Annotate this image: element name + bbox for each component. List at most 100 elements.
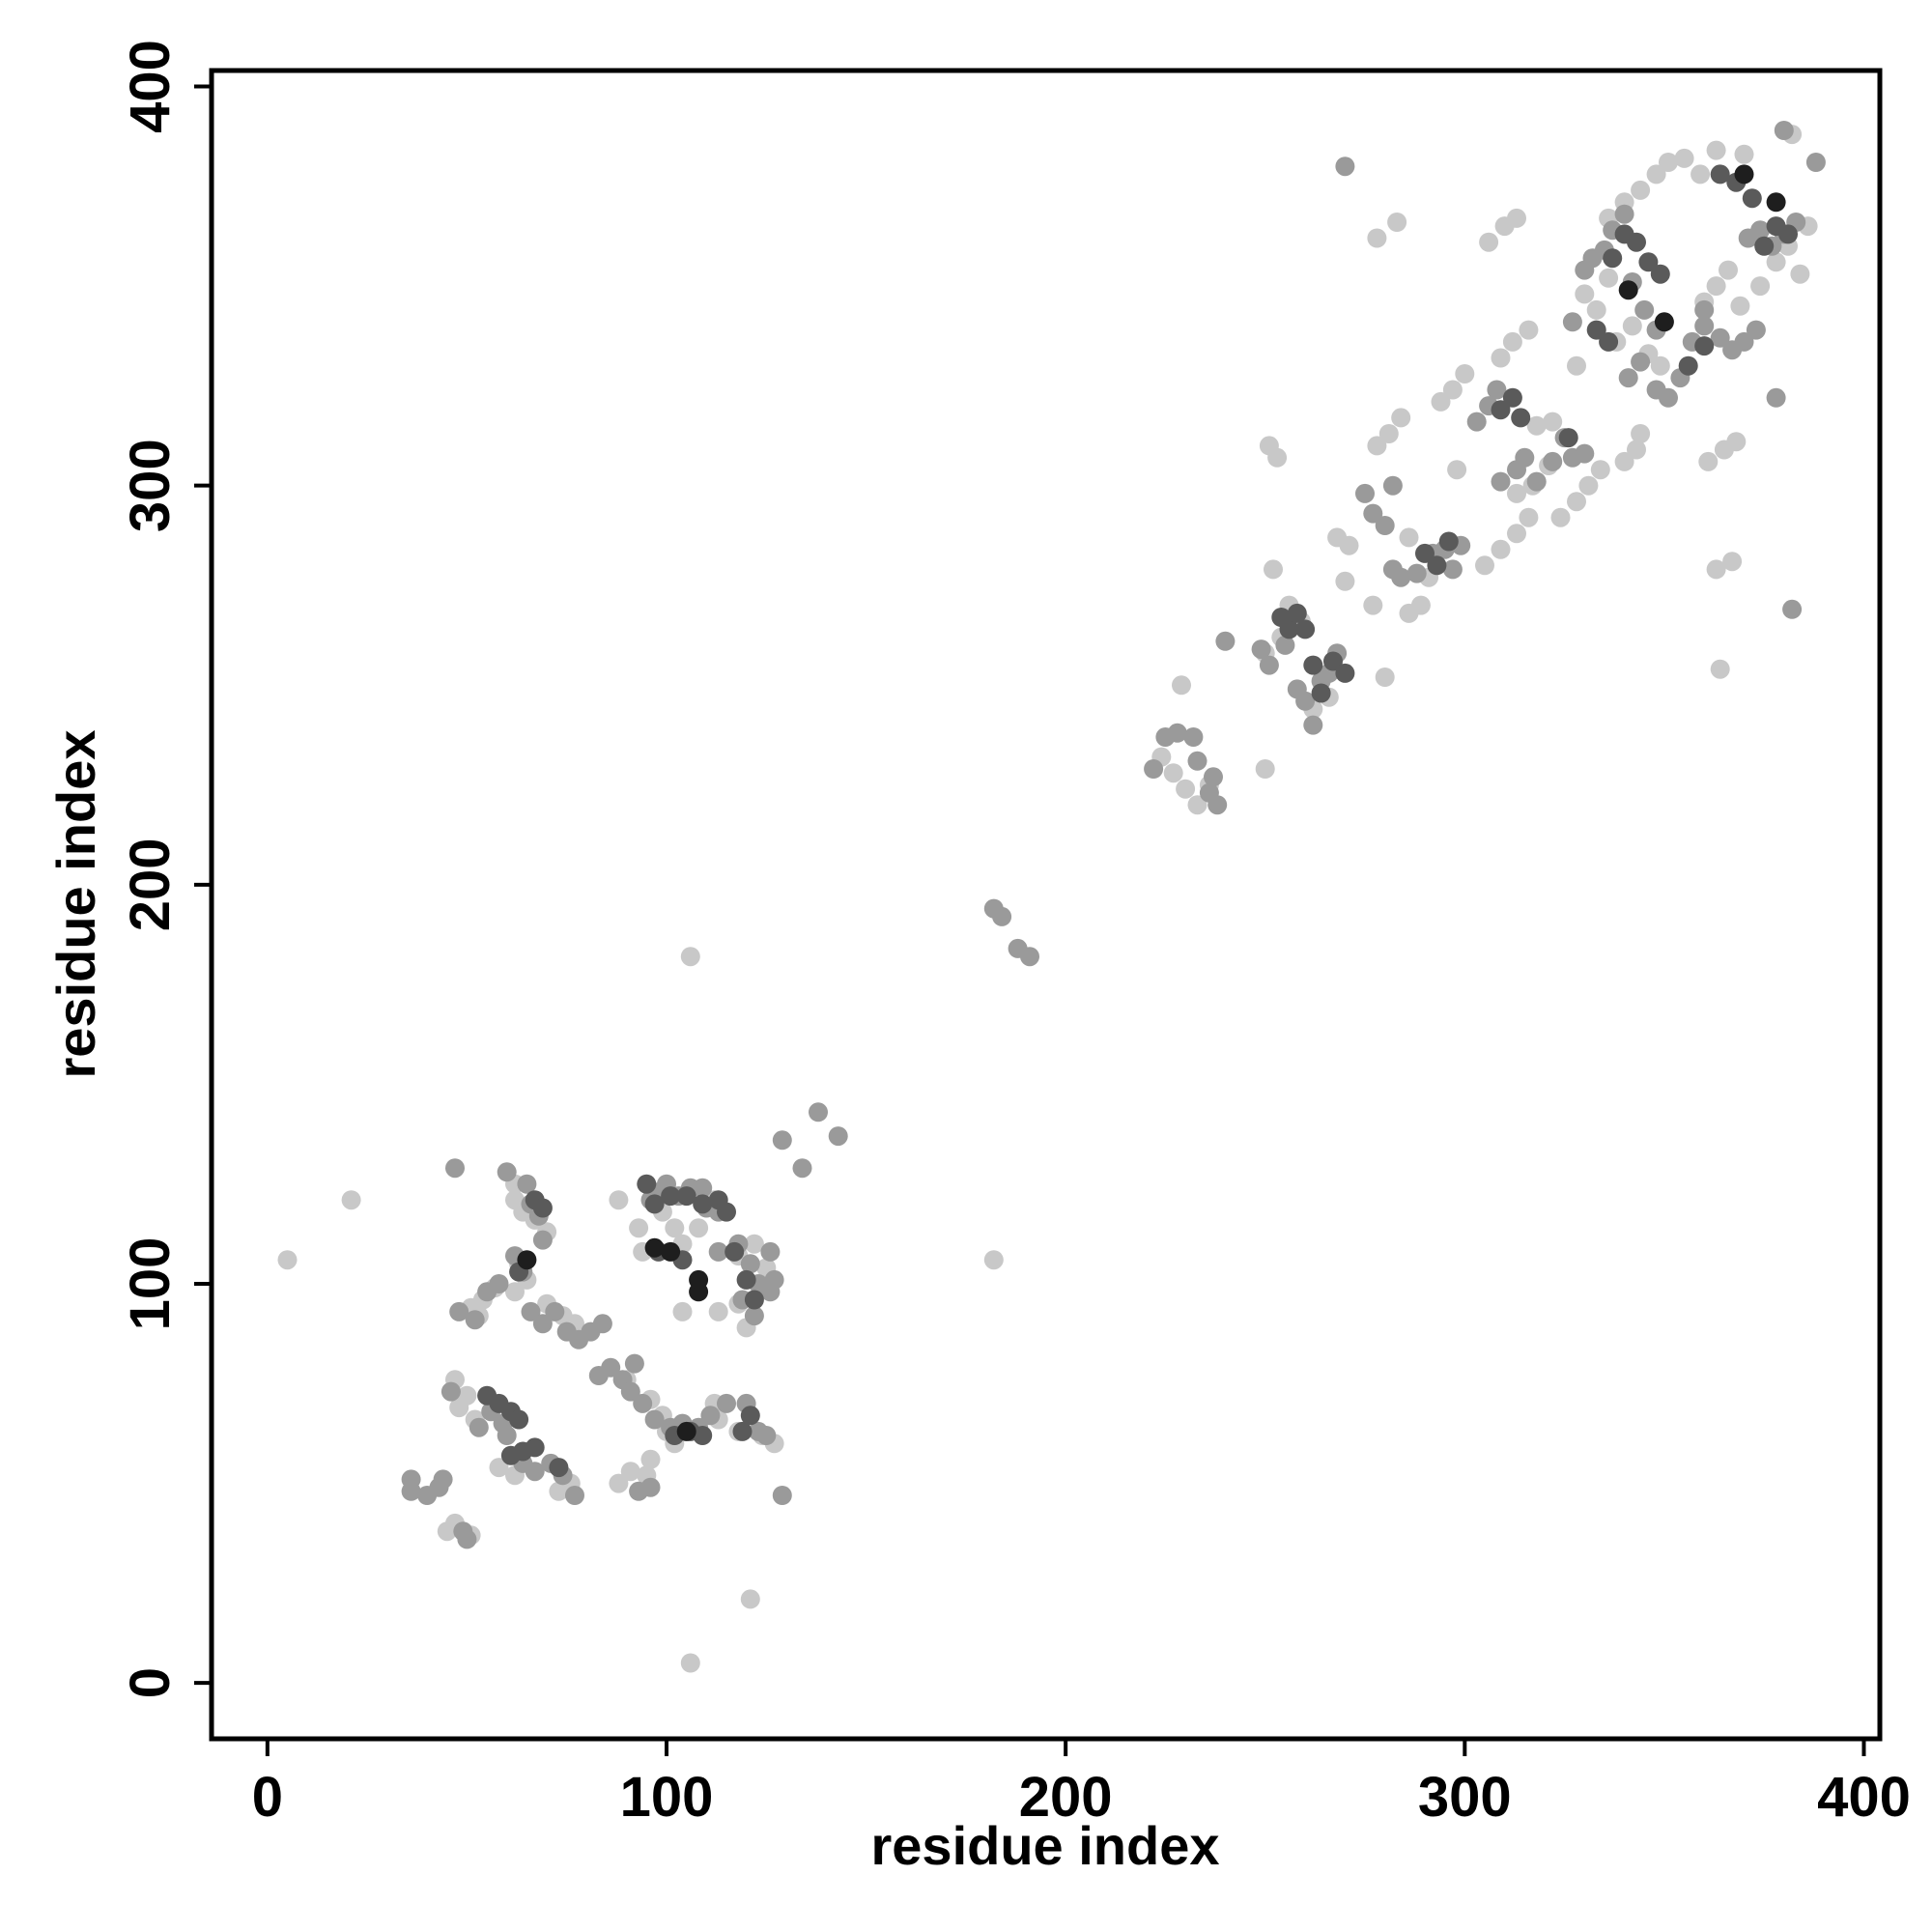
data-point — [1734, 164, 1754, 185]
data-point — [1694, 336, 1715, 356]
data-point — [1603, 248, 1623, 269]
data-point — [1507, 208, 1526, 228]
x-tick-label: 400 — [1817, 1766, 1911, 1829]
x-tick-label: 100 — [620, 1766, 714, 1829]
data-point — [1766, 387, 1786, 408]
data-point — [676, 1186, 696, 1207]
data-point — [680, 1653, 700, 1673]
data-point — [744, 1234, 764, 1254]
data-point — [983, 1250, 1004, 1270]
data-point — [1399, 527, 1419, 548]
data-point — [1754, 236, 1775, 256]
data-point — [760, 1241, 781, 1262]
data-point — [1442, 559, 1463, 580]
data-point — [341, 1190, 361, 1210]
data-point — [1406, 563, 1427, 583]
data-point — [1742, 188, 1762, 209]
data-point — [1279, 619, 1299, 639]
data-point — [708, 1301, 728, 1321]
data-point — [1719, 260, 1738, 280]
data-point — [665, 1218, 685, 1238]
data-point — [1391, 567, 1411, 587]
data-point — [532, 1314, 553, 1334]
data-point — [828, 1126, 848, 1147]
data-point — [644, 1194, 665, 1214]
data-point — [489, 1274, 509, 1293]
data-point — [1507, 483, 1526, 503]
data-point — [640, 1449, 661, 1469]
data-point — [489, 1458, 509, 1478]
data-point — [1622, 316, 1642, 336]
data-point — [693, 1178, 713, 1198]
data-point — [1519, 320, 1539, 340]
data-point — [1487, 380, 1507, 400]
data-point — [633, 1393, 653, 1413]
data-point — [1335, 571, 1355, 591]
data-point — [1586, 299, 1606, 320]
data-point — [740, 1406, 760, 1426]
data-point — [517, 1250, 537, 1270]
data-point — [1558, 428, 1578, 448]
data-point — [1599, 331, 1619, 352]
data-point — [1722, 552, 1743, 572]
data-point — [457, 1529, 477, 1549]
data-point — [1805, 153, 1826, 172]
data-point — [1295, 619, 1316, 639]
data-point — [1163, 763, 1183, 783]
data-point — [1204, 767, 1223, 787]
data-point — [708, 1241, 728, 1262]
data-point — [1491, 539, 1511, 559]
data-point — [609, 1190, 629, 1210]
data-point — [1519, 507, 1539, 527]
data-point — [1208, 795, 1228, 815]
x-axis-title: residue index — [870, 1815, 1219, 1876]
x-tick-label: 200 — [1019, 1766, 1113, 1829]
data-point — [1706, 559, 1726, 580]
data-point — [1694, 299, 1715, 320]
data-point — [1367, 436, 1387, 456]
data-point — [1631, 180, 1651, 200]
data-point — [1578, 475, 1599, 496]
data-point — [1491, 348, 1511, 368]
data-point — [732, 1421, 753, 1441]
data-point — [1618, 368, 1638, 388]
data-point — [545, 1301, 565, 1321]
data-point — [1375, 668, 1395, 687]
data-point — [1515, 447, 1535, 468]
data-point — [1638, 252, 1659, 272]
data-point — [1176, 779, 1196, 799]
data-point — [1382, 475, 1403, 496]
data-point — [693, 1426, 713, 1445]
data-point — [401, 1469, 421, 1490]
data-point — [1167, 723, 1187, 743]
data-point — [1710, 659, 1730, 679]
data-point — [1790, 264, 1810, 284]
data-point — [1387, 213, 1407, 232]
data-point — [497, 1162, 517, 1182]
data-point — [1746, 320, 1766, 340]
data-point — [1251, 639, 1271, 660]
data-point — [1311, 683, 1331, 703]
data-point — [1303, 715, 1323, 735]
data-point — [592, 1314, 612, 1334]
data-point — [1766, 192, 1786, 213]
data-point — [440, 1381, 461, 1402]
data-point — [620, 1462, 640, 1482]
data-point — [676, 1421, 696, 1441]
data-point — [1215, 631, 1236, 651]
y-axis-title: residue index — [45, 729, 106, 1078]
data-point — [1363, 503, 1383, 524]
data-point — [1674, 148, 1694, 168]
data-point — [1734, 144, 1754, 164]
data-point — [1543, 451, 1563, 471]
data-point — [1543, 412, 1563, 432]
data-point — [1447, 460, 1467, 480]
data-point — [433, 1469, 453, 1490]
data-point — [1335, 156, 1355, 177]
data-point — [1710, 327, 1730, 348]
data-point — [1575, 284, 1595, 304]
data-point — [1734, 331, 1754, 352]
data-point — [717, 1202, 736, 1222]
data-point — [1627, 440, 1646, 460]
